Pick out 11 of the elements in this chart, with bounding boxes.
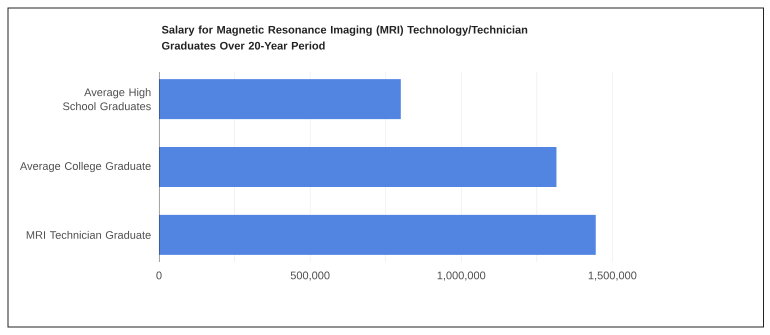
x-tick-label: 1,500,000 [588, 272, 636, 281]
bar [159, 79, 401, 120]
bar [159, 146, 556, 188]
x-tick-label: 0 [156, 272, 162, 280]
chart-title: Salary for Magnetic Resonance Imaging (MRI) Technology/Technician Graduates Over 20-Year Period [162, 26, 528, 50]
bar [159, 214, 596, 255]
x-tick-label: 500,000 [290, 272, 330, 281]
y-tick-label: Average High School Graduates [63, 88, 151, 110]
y-tick-label: MRI Technician Graduate [26, 230, 151, 239]
x-tick-label: 1,000,000 [438, 272, 486, 281]
y-tick-label: Average College Graduate [20, 162, 151, 172]
